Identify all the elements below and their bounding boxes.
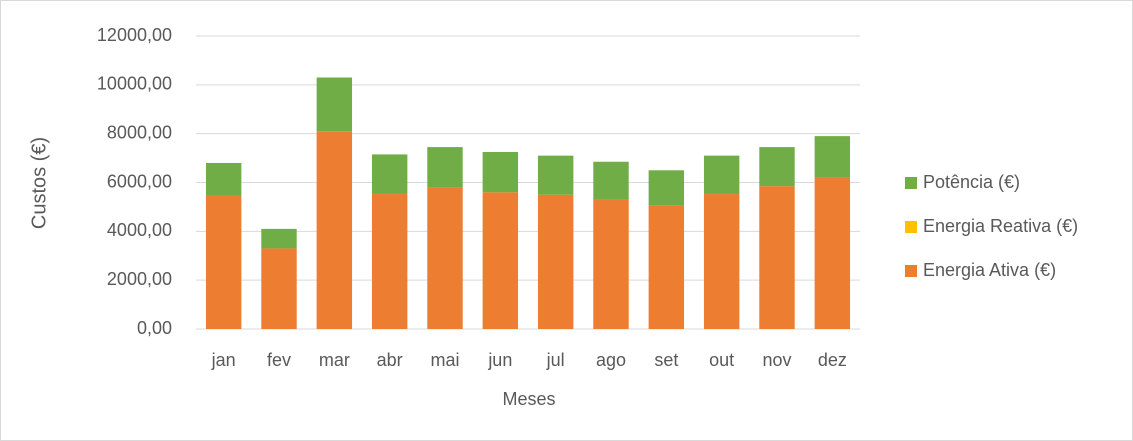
bar-segment — [427, 147, 463, 188]
bar-segment — [759, 186, 795, 329]
y-tick-label: 6000,00 — [107, 171, 172, 191]
x-tick-label: dez — [818, 350, 847, 370]
legend-swatch — [905, 221, 917, 233]
bar-segment — [205, 195, 242, 329]
x-tick-label: set — [654, 350, 678, 370]
bar-segment — [261, 248, 297, 329]
x-tick-label: abr — [377, 350, 403, 370]
legend-label: Potência (€) — [923, 172, 1020, 192]
bar-segment — [316, 131, 353, 329]
bar-segment — [814, 136, 851, 178]
bar-segment — [593, 199, 629, 329]
bar-segment — [316, 77, 353, 132]
bar-segment — [371, 193, 408, 329]
y-tick-label: 4000,00 — [107, 220, 172, 240]
y-tick-label: 2000,00 — [107, 269, 172, 289]
legend-label: Energia Ativa (€) — [923, 260, 1056, 280]
bar-segment — [593, 161, 629, 200]
x-tick-label: out — [709, 350, 734, 370]
y-axis-label: Custos (€) — [28, 137, 50, 229]
bar-segment — [482, 192, 519, 329]
legend-swatch — [905, 265, 917, 277]
bar-segment — [703, 193, 740, 329]
x-tick-label: jul — [546, 350, 565, 370]
bar-segment — [537, 194, 574, 329]
y-tick-label: 12000,00 — [97, 25, 172, 45]
bar-segment — [648, 170, 685, 206]
y-tick-label: 8000,00 — [107, 122, 172, 142]
bar-segment — [427, 187, 463, 329]
x-tick-label: nov — [762, 350, 791, 370]
y-tick-label: 0,00 — [137, 318, 172, 338]
bar-segment — [648, 205, 685, 329]
bar-segment — [482, 151, 519, 193]
bar-segment — [205, 162, 242, 196]
x-tick-label: mar — [319, 350, 350, 370]
x-tick-label: jan — [211, 350, 236, 370]
bar-segment — [371, 154, 408, 194]
x-tick-label: jun — [487, 350, 512, 370]
x-axis-label: Meses — [502, 389, 555, 409]
bar-segment — [703, 155, 740, 194]
legend-label: Energia Reativa (€) — [923, 216, 1078, 236]
bar-segment — [759, 147, 795, 187]
bar-segment — [261, 228, 297, 249]
bar-segment — [814, 177, 851, 329]
bar-segment — [537, 155, 574, 195]
legend-swatch — [905, 177, 917, 189]
x-tick-label: ago — [596, 350, 626, 370]
y-tick-label: 10000,00 — [97, 74, 172, 94]
x-tick-label: mai — [430, 350, 459, 370]
x-tick-label: fev — [267, 350, 291, 370]
